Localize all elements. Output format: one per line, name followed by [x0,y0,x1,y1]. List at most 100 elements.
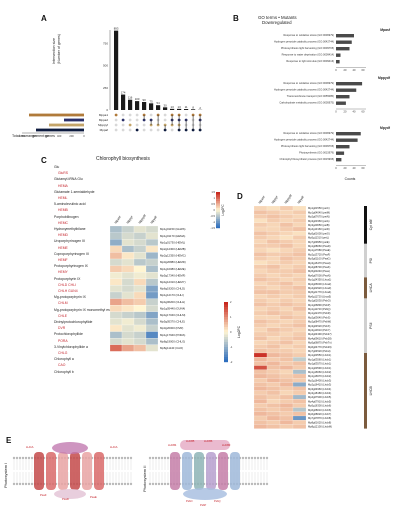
ph-heat-cell [267,332,280,336]
pathway-metabolite: Porphobilinogen [54,215,79,219]
upset-bar [170,109,174,110]
ph-heat-cell [254,315,267,319]
chl-gene-label: Mp1g05440 (GUN4) [160,306,185,310]
lipid-head [13,483,15,485]
go-term-label: Response to oxidative stress (GO:0006979… [284,131,335,135]
ph-heat-cell [293,345,306,349]
go-term-label: Chlorophyll biosynthetic process (GO:001… [280,157,335,161]
ph-gene-label: Mp2g03640 (PsbS) [308,315,330,319]
chl-heat-cell [146,239,158,246]
chl-heat-cell [146,345,158,352]
lipid-head [245,457,247,459]
ph-heat-cell [254,395,267,399]
ph-legend-swatch [224,342,228,345]
ph-heat-cell [293,282,306,286]
ph-heat-cell [280,378,293,382]
psi-subunit [82,452,92,490]
chl-col-label: Mpydf [150,215,158,224]
psii-label: PsbO [186,499,193,503]
upset-ylabel-1: Intersection size [52,38,56,64]
lipid-head [155,483,157,485]
ph-heat-cell [280,366,293,370]
lipid-head [155,457,157,459]
chl-gene-label: Mp2g12300 (HEMB) [160,247,186,251]
ph-gene-label: Mp4g07910 (Lhcb5) [308,399,331,403]
ph-heat-cell [280,231,293,235]
chl-legend-tick: 1.5 [211,190,215,194]
ph-heat-cell [280,349,293,353]
ph-heat-cell [293,399,306,403]
chl-heat-cell [110,252,122,259]
chl-legend-tick: -1 [213,220,216,224]
upset-dot [150,129,153,132]
chl-heat-cell [146,325,158,332]
upset-bar-label: 2 [199,106,201,110]
ph-legend-swatch [224,302,228,305]
chl-heat-cell [146,312,158,319]
chl-heat-cell [134,305,146,312]
pathway-metabolite: 3-Vinylchlorophyllide a [54,345,88,349]
upset-bar-label: 174 [121,91,126,95]
go-xtick: 0 [335,68,337,72]
ph-heat-cell [254,412,267,416]
ph-legend-tick: -2 [230,360,233,364]
pathway-metabolite: Protochlorophyllide [54,332,83,336]
pathway-enzyme: PORA [58,339,68,343]
ph-heat-cell [280,265,293,269]
ph-heat-cell [293,382,306,386]
ph-heat-cell [280,244,293,248]
psii-label: PsbQ [214,499,221,503]
chl-heat-cell [146,279,158,286]
lipid-head [254,483,256,485]
ph-heat-cell [293,408,306,412]
lipid-head [124,483,126,485]
chl-col-label: Mpasf [114,215,122,224]
pathway-enzyme: GluRS [58,171,68,175]
upset-dot [171,129,174,132]
ph-legend-swatch [224,327,228,330]
lipid-head [152,457,154,459]
ph-legend-swatch [224,357,228,360]
lipid-head [31,457,33,459]
ph-heat-cell [267,244,280,248]
go-term-label: Hydrogen peroxide catabolic process (GO:… [274,40,334,44]
ph-heat-cell [267,210,280,214]
ph-heat-cell [267,424,280,428]
chl-heat-cell [122,246,134,253]
ph-heat-cell [254,336,267,340]
lipid-head [149,483,151,485]
chl-heat-cell [146,266,158,273]
upset-bar-label: 100 [135,97,140,101]
ph-heat-cell [254,227,267,231]
go-bar [336,41,352,44]
lipid-head [257,483,259,485]
lipid-head [118,457,120,459]
lipid-head [266,457,268,459]
chl-heat-cell [146,338,158,345]
chl-legend-tick: 0.5 [211,202,215,206]
ph-heat-cell [293,223,306,227]
ph-heat-cell [293,420,306,424]
lipid-head [25,457,27,459]
go-section-name: Mppydf [378,76,391,80]
ph-heat-cell [293,235,306,239]
ph-heat-cell [254,261,267,265]
ph-gene-label: Mp7g09950 (petE) [308,240,330,244]
psi-subunit [46,452,56,490]
ph-col-label: Mpydf [297,195,305,204]
chl-heat-cell [110,345,122,352]
ph-gene-label: Mp5g11310 (petL) [308,236,329,240]
ph-gene-label: Mp3g04520 (PsbX) [308,324,330,328]
chl-heat-cell [134,325,146,332]
ph-heat-cell [280,408,293,412]
chl-heat-cell [146,226,158,233]
chl-heat-cell [122,266,134,273]
ph-heat-cell [293,311,306,315]
ph-gene-label: Mp3g20650 (petB) [308,223,330,227]
upset-bar [142,102,146,110]
ph-heat-cell [267,311,280,315]
upset-bar-label: 893 [114,27,119,31]
lipid-head [149,457,151,459]
ph-heat-cell [293,391,306,395]
